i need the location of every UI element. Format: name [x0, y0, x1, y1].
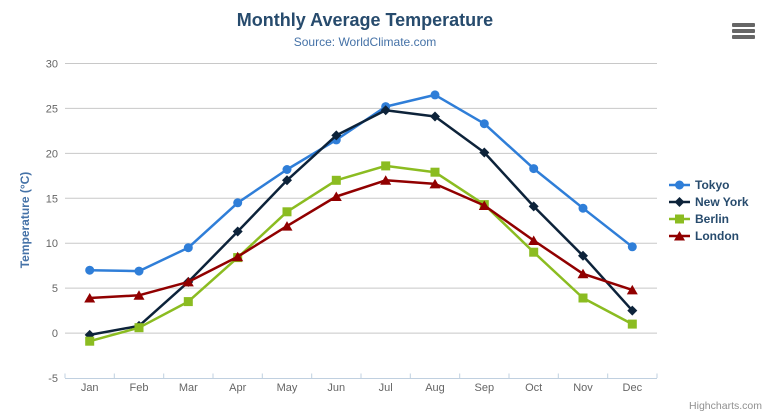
context-menu-button[interactable] — [729, 19, 757, 43]
point-london-aug[interactable] — [429, 178, 441, 189]
series-new-york — [84, 105, 638, 340]
x-axis-label: Aug — [425, 382, 445, 394]
point-berlin-aug[interactable] — [430, 167, 440, 177]
point-london-dec[interactable] — [626, 284, 638, 295]
legend-item-new-york[interactable]: New York — [669, 193, 749, 210]
y-axis-label: 15 — [46, 193, 58, 205]
series-line-london — [88, 179, 634, 300]
series-line-new-york — [88, 108, 634, 337]
point-berlin-dec[interactable] — [627, 319, 637, 329]
point-berlin-jun[interactable] — [331, 175, 341, 185]
x-axis-label: Jan — [81, 382, 99, 394]
x-axis-label: Mar — [179, 382, 198, 394]
point-london-nov[interactable] — [577, 268, 589, 279]
x-axis-label: Jun — [327, 382, 345, 394]
point-london-jan[interactable] — [84, 293, 96, 303]
point-tokyo-mar[interactable] — [183, 243, 193, 253]
hamburger-icon — [731, 23, 755, 39]
point-london-mar[interactable] — [182, 276, 194, 287]
point-new-york-apr[interactable] — [232, 226, 243, 237]
point-london-may[interactable] — [281, 221, 293, 231]
legend: Tokyo New York Berlin London — [669, 176, 749, 244]
point-berlin-jul[interactable] — [381, 161, 391, 171]
y-axis-label: 20 — [46, 148, 58, 160]
legend-item-berlin[interactable]: Berlin — [669, 210, 749, 227]
legend-label: London — [695, 228, 739, 243]
point-new-york-oct[interactable] — [528, 201, 539, 212]
point-berlin-nov[interactable] — [578, 293, 588, 303]
y-axis-label: 25 — [46, 103, 58, 115]
point-berlin-feb[interactable] — [134, 323, 144, 333]
point-new-york-jun[interactable] — [331, 130, 342, 141]
point-new-york-sep[interactable] — [479, 147, 490, 158]
point-new-york-dec[interactable] — [627, 305, 638, 316]
x-axis-label: Jul — [379, 382, 393, 394]
x-axis-label: May — [277, 382, 298, 394]
point-tokyo-may[interactable] — [282, 165, 292, 174]
circle-marker-icon — [669, 180, 690, 189]
legend-item-tokyo[interactable]: Tokyo — [669, 176, 749, 193]
y-axis-label: -5 — [48, 373, 58, 385]
point-tokyo-dec[interactable] — [627, 242, 637, 252]
point-tokyo-oct[interactable] — [529, 164, 539, 174]
point-berlin-mar[interactable] — [183, 297, 193, 307]
triangle-marker-icon — [669, 230, 690, 240]
point-new-york-may[interactable] — [282, 175, 292, 186]
point-new-york-jul[interactable] — [380, 105, 391, 116]
x-axis-label: Oct — [525, 382, 542, 394]
point-new-york-nov[interactable] — [578, 250, 588, 261]
point-london-apr[interactable] — [232, 251, 244, 262]
y-axis-label: 5 — [52, 283, 58, 295]
y-axis-label: 30 — [46, 59, 58, 71]
series-tokyo — [85, 90, 637, 276]
point-tokyo-aug[interactable] — [430, 90, 440, 100]
x-axis-label: Apr — [229, 382, 246, 394]
x-axis-label: Feb — [130, 382, 149, 394]
series-line-tokyo — [88, 93, 634, 273]
point-tokyo-feb[interactable] — [134, 266, 144, 276]
series-line-berlin — [88, 164, 634, 343]
chart-subtitle: Source: WorldClimate.com — [293, 35, 437, 49]
point-tokyo-nov[interactable] — [578, 203, 588, 213]
point-london-sep[interactable] — [478, 200, 490, 211]
point-berlin-oct[interactable] — [529, 247, 539, 257]
series-london — [84, 175, 638, 303]
chart-title: Monthly Average Temperature — [236, 10, 494, 30]
point-new-york-aug[interactable] — [430, 111, 440, 122]
point-london-oct[interactable] — [528, 235, 540, 246]
credits-link[interactable]: Highcharts.com — [689, 400, 762, 412]
x-axis-label: Nov — [573, 382, 593, 394]
y-axis-label: 0 — [52, 328, 58, 340]
legend-label: New York — [695, 194, 749, 209]
point-tokyo-sep[interactable] — [479, 119, 489, 129]
x-axis-label: Dec — [623, 382, 643, 394]
legend-label: Tokyo — [695, 177, 730, 192]
square-marker-icon — [669, 214, 690, 223]
point-london-jun[interactable] — [330, 191, 342, 202]
point-london-feb[interactable] — [133, 290, 145, 300]
legend-label: Berlin — [695, 211, 730, 226]
diamond-marker-icon — [669, 196, 690, 207]
point-tokyo-jan[interactable] — [85, 265, 95, 275]
point-tokyo-apr[interactable] — [233, 198, 243, 208]
legend-item-london[interactable]: London — [669, 227, 749, 244]
y-axis-title: Temperature (°C) — [18, 171, 32, 269]
point-berlin-may[interactable] — [282, 207, 292, 217]
point-berlin-jan[interactable] — [85, 336, 95, 346]
x-axis-label: Sep — [475, 382, 495, 394]
point-london-jul[interactable] — [380, 175, 392, 185]
y-axis-label: 10 — [46, 238, 58, 250]
